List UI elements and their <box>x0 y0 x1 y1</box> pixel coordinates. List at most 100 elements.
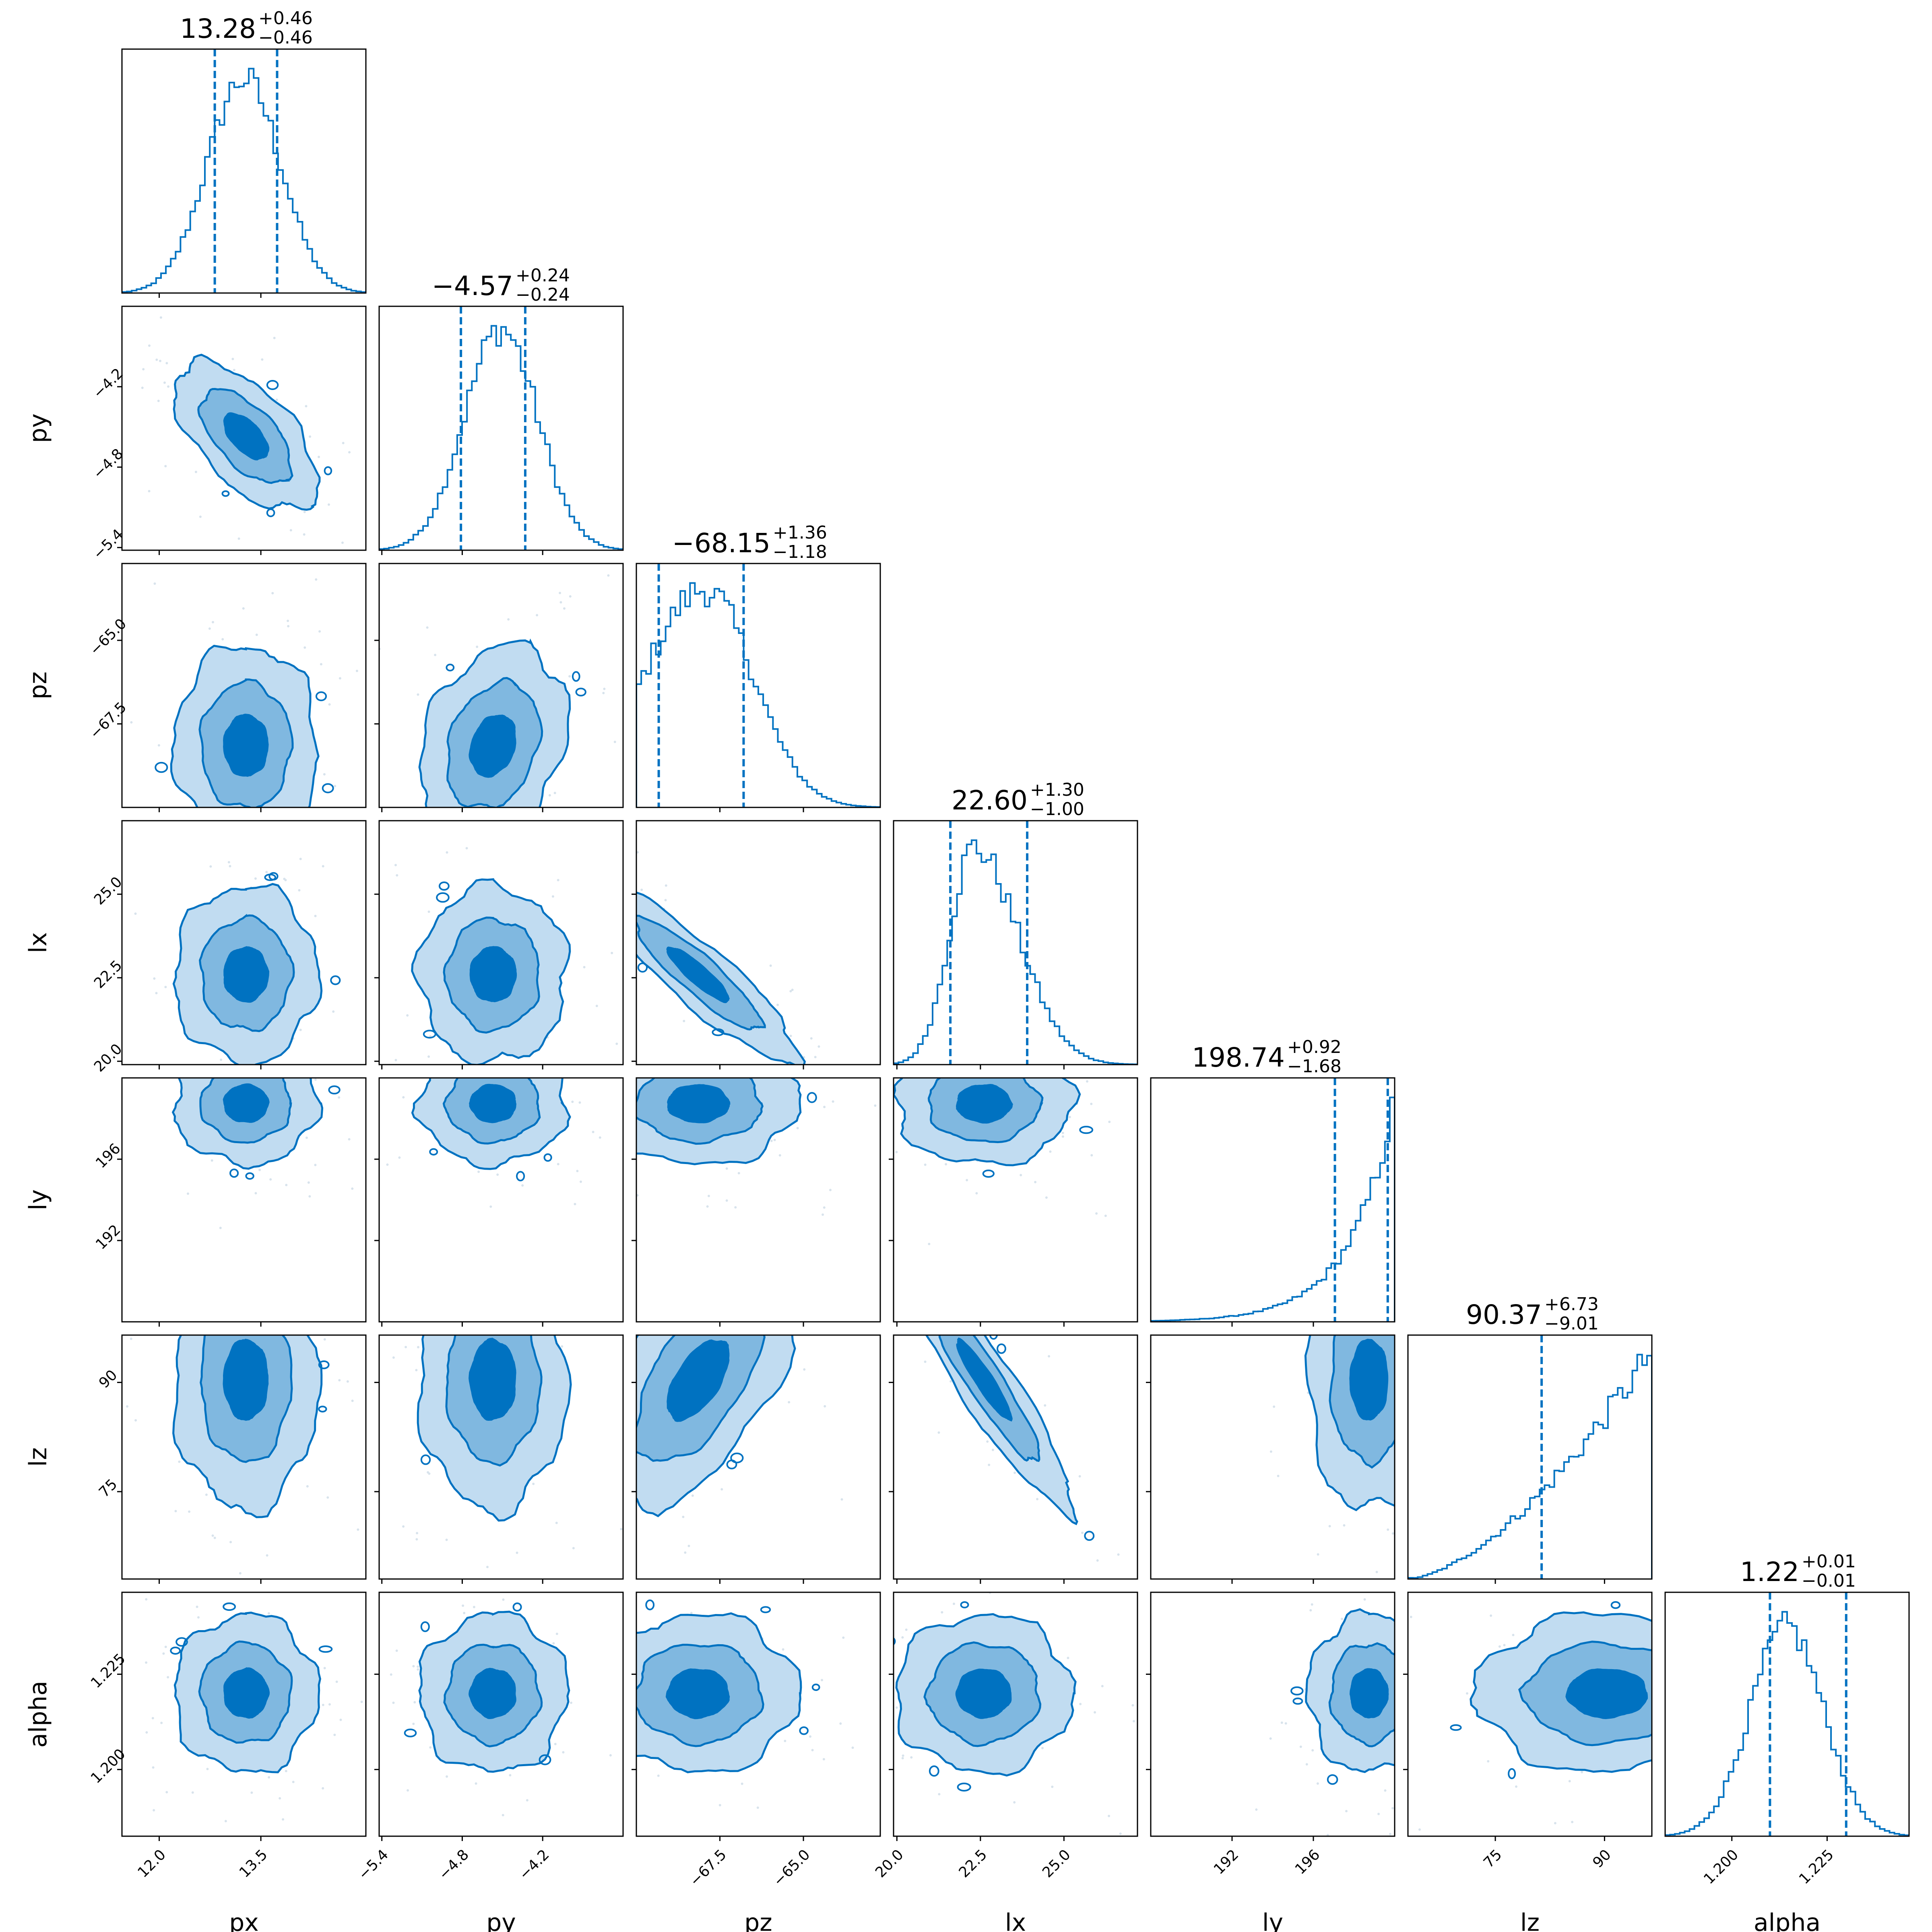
sample-point <box>687 1544 690 1547</box>
contour-island <box>1327 1774 1338 1785</box>
contour-island <box>730 1452 744 1463</box>
sample-point <box>1708 1714 1710 1717</box>
sample-point <box>424 828 427 831</box>
sample-point <box>165 362 168 365</box>
sample-point <box>628 1279 631 1282</box>
sample-point <box>1328 1525 1331 1527</box>
sample-point <box>569 595 572 598</box>
sample-point <box>862 1079 864 1082</box>
contour-island <box>1610 1601 1621 1609</box>
sample-point <box>832 1100 834 1103</box>
sample-point <box>1410 1616 1412 1618</box>
y-tick-label-ly: 196 <box>93 1140 124 1172</box>
contour-island <box>614 1147 626 1155</box>
sample-point <box>493 1326 496 1329</box>
sample-point <box>209 1845 212 1847</box>
sample-point <box>1814 1770 1816 1772</box>
sample-point <box>822 1213 824 1216</box>
sample-point <box>857 1186 859 1188</box>
sample-point <box>1101 1685 1104 1688</box>
sample-point <box>1323 1583 1326 1585</box>
sample-point <box>591 1098 593 1101</box>
sample-point <box>1375 1571 1378 1573</box>
sample-point <box>145 1661 148 1664</box>
panel-frame-2-0 <box>121 563 367 808</box>
sample-point <box>1654 1576 1656 1579</box>
sample-point <box>322 1787 324 1790</box>
sample-point <box>205 1493 208 1496</box>
sample-point <box>657 1774 660 1777</box>
sample-point <box>230 1312 232 1314</box>
sample-point <box>152 1766 155 1769</box>
sample-point <box>609 1754 612 1757</box>
sample-point <box>577 1065 580 1067</box>
sample-point <box>462 1604 464 1607</box>
sample-point <box>749 1325 751 1327</box>
sample-point <box>197 892 199 894</box>
y-tick-label-lz: 90 <box>96 1367 120 1391</box>
contour-level-3 <box>469 1338 516 1421</box>
sample-point <box>555 1633 558 1635</box>
sample-point <box>479 1833 481 1835</box>
sample-point <box>1404 1219 1406 1222</box>
sample-point <box>770 1139 773 1142</box>
sample-point <box>145 1731 148 1734</box>
sample-point <box>557 1045 559 1047</box>
sample-point <box>212 621 214 623</box>
contour-island <box>594 1531 602 1536</box>
sample-point <box>1397 1808 1399 1811</box>
sample-point <box>424 1277 426 1280</box>
sample-point <box>385 1115 387 1117</box>
sample-point <box>361 1024 363 1027</box>
sample-point <box>1020 1174 1022 1177</box>
sample-point <box>735 1313 737 1316</box>
sample-point <box>412 999 414 1001</box>
sample-point <box>986 1440 989 1443</box>
sample-point <box>602 691 605 694</box>
sample-point <box>429 1746 432 1749</box>
y-tick-label-py: −5.4 <box>90 526 126 563</box>
y-tick-label-alpha: 1.200 <box>88 1746 129 1787</box>
sample-point <box>303 510 306 513</box>
sample-point <box>1734 1681 1737 1684</box>
sample-point <box>269 1178 272 1181</box>
sample-point <box>412 1722 415 1725</box>
sample-point <box>145 1598 148 1601</box>
sample-point <box>229 1541 232 1544</box>
sample-point <box>405 1346 407 1348</box>
sample-point <box>640 888 643 891</box>
sample-point <box>187 1192 189 1195</box>
sample-point <box>1512 1634 1515 1637</box>
sample-point <box>594 924 597 926</box>
sample-point <box>333 995 335 998</box>
sample-point <box>426 1231 428 1233</box>
sample-point <box>282 1818 285 1821</box>
sample-point <box>1554 1822 1556 1825</box>
contour-level-3 <box>667 1084 731 1123</box>
y-axis-label-lx: lx <box>24 932 52 953</box>
sample-point <box>275 398 278 401</box>
sample-point <box>1048 1355 1051 1358</box>
title-plus: +6.73 <box>1544 1294 1599 1315</box>
sample-point <box>338 1379 341 1382</box>
sample-point <box>629 1098 632 1101</box>
sample-point <box>665 884 667 887</box>
sample-point <box>652 1057 654 1059</box>
sample-point <box>370 1019 373 1021</box>
sample-point <box>335 1680 338 1683</box>
sample-point <box>211 1534 214 1537</box>
sample-point <box>594 1696 597 1699</box>
panel-frame-4-0 <box>121 1077 367 1323</box>
sample-point <box>417 1668 419 1671</box>
sample-point <box>532 1482 535 1485</box>
contour-island <box>420 1454 431 1465</box>
sample-point <box>626 1610 629 1612</box>
sample-point <box>458 811 460 813</box>
sample-point <box>576 1223 578 1225</box>
sample-point <box>211 1159 213 1162</box>
sample-point <box>725 1167 728 1170</box>
sample-point <box>460 857 462 860</box>
sample-point <box>155 992 158 995</box>
sample-point <box>148 344 151 347</box>
sample-point <box>948 1546 951 1549</box>
